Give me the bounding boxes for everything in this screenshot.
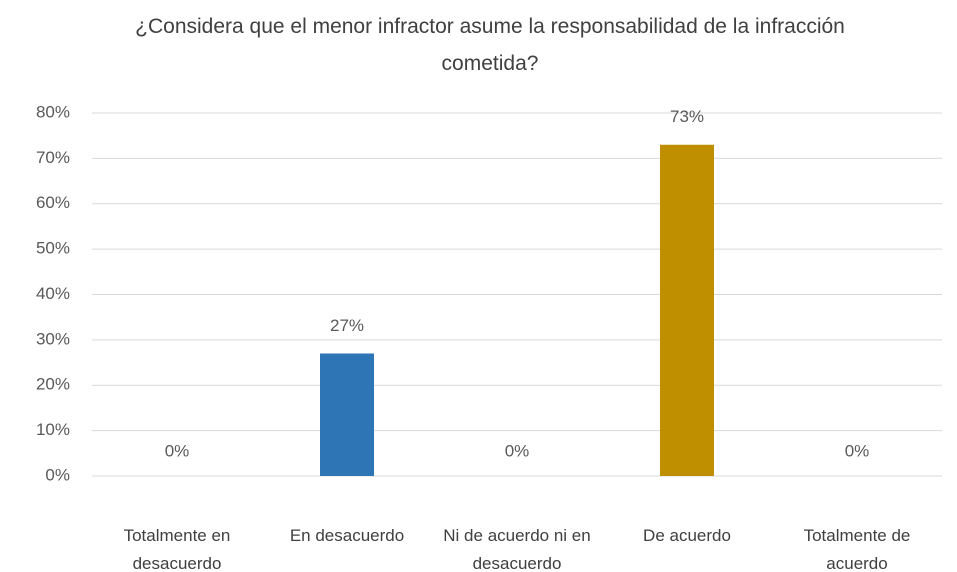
x-tick-label: Totalmente de acuerdo [803, 526, 911, 572]
x-tick-label: De acuerdo [643, 526, 731, 545]
x-tick-label: En desacuerdo [289, 526, 405, 545]
x-tick-label: Ni de acuerdo ni en desacuerdo [443, 526, 591, 572]
y-tick-label: 10% [36, 420, 70, 439]
data-label: 73% [670, 107, 704, 126]
x-tick-label: Totalmente en desacuerdo [123, 526, 231, 572]
data-label: 0% [165, 441, 190, 460]
y-tick-label: 60% [36, 193, 70, 212]
bar [320, 353, 374, 476]
y-tick-label: 40% [36, 284, 70, 303]
y-tick-label: 30% [36, 329, 70, 348]
chart-title: ¿Considera que el menor infractor asume … [135, 15, 845, 75]
bar [660, 144, 714, 476]
data-label: 27% [330, 316, 364, 335]
data-label: 0% [505, 441, 530, 460]
y-tick-label: 20% [36, 375, 70, 394]
y-tick-label: 0% [45, 465, 70, 484]
y-tick-label: 70% [36, 148, 70, 167]
y-tick-label: 50% [36, 239, 70, 258]
y-tick-label: 80% [36, 102, 70, 121]
data-label: 0% [845, 441, 870, 460]
